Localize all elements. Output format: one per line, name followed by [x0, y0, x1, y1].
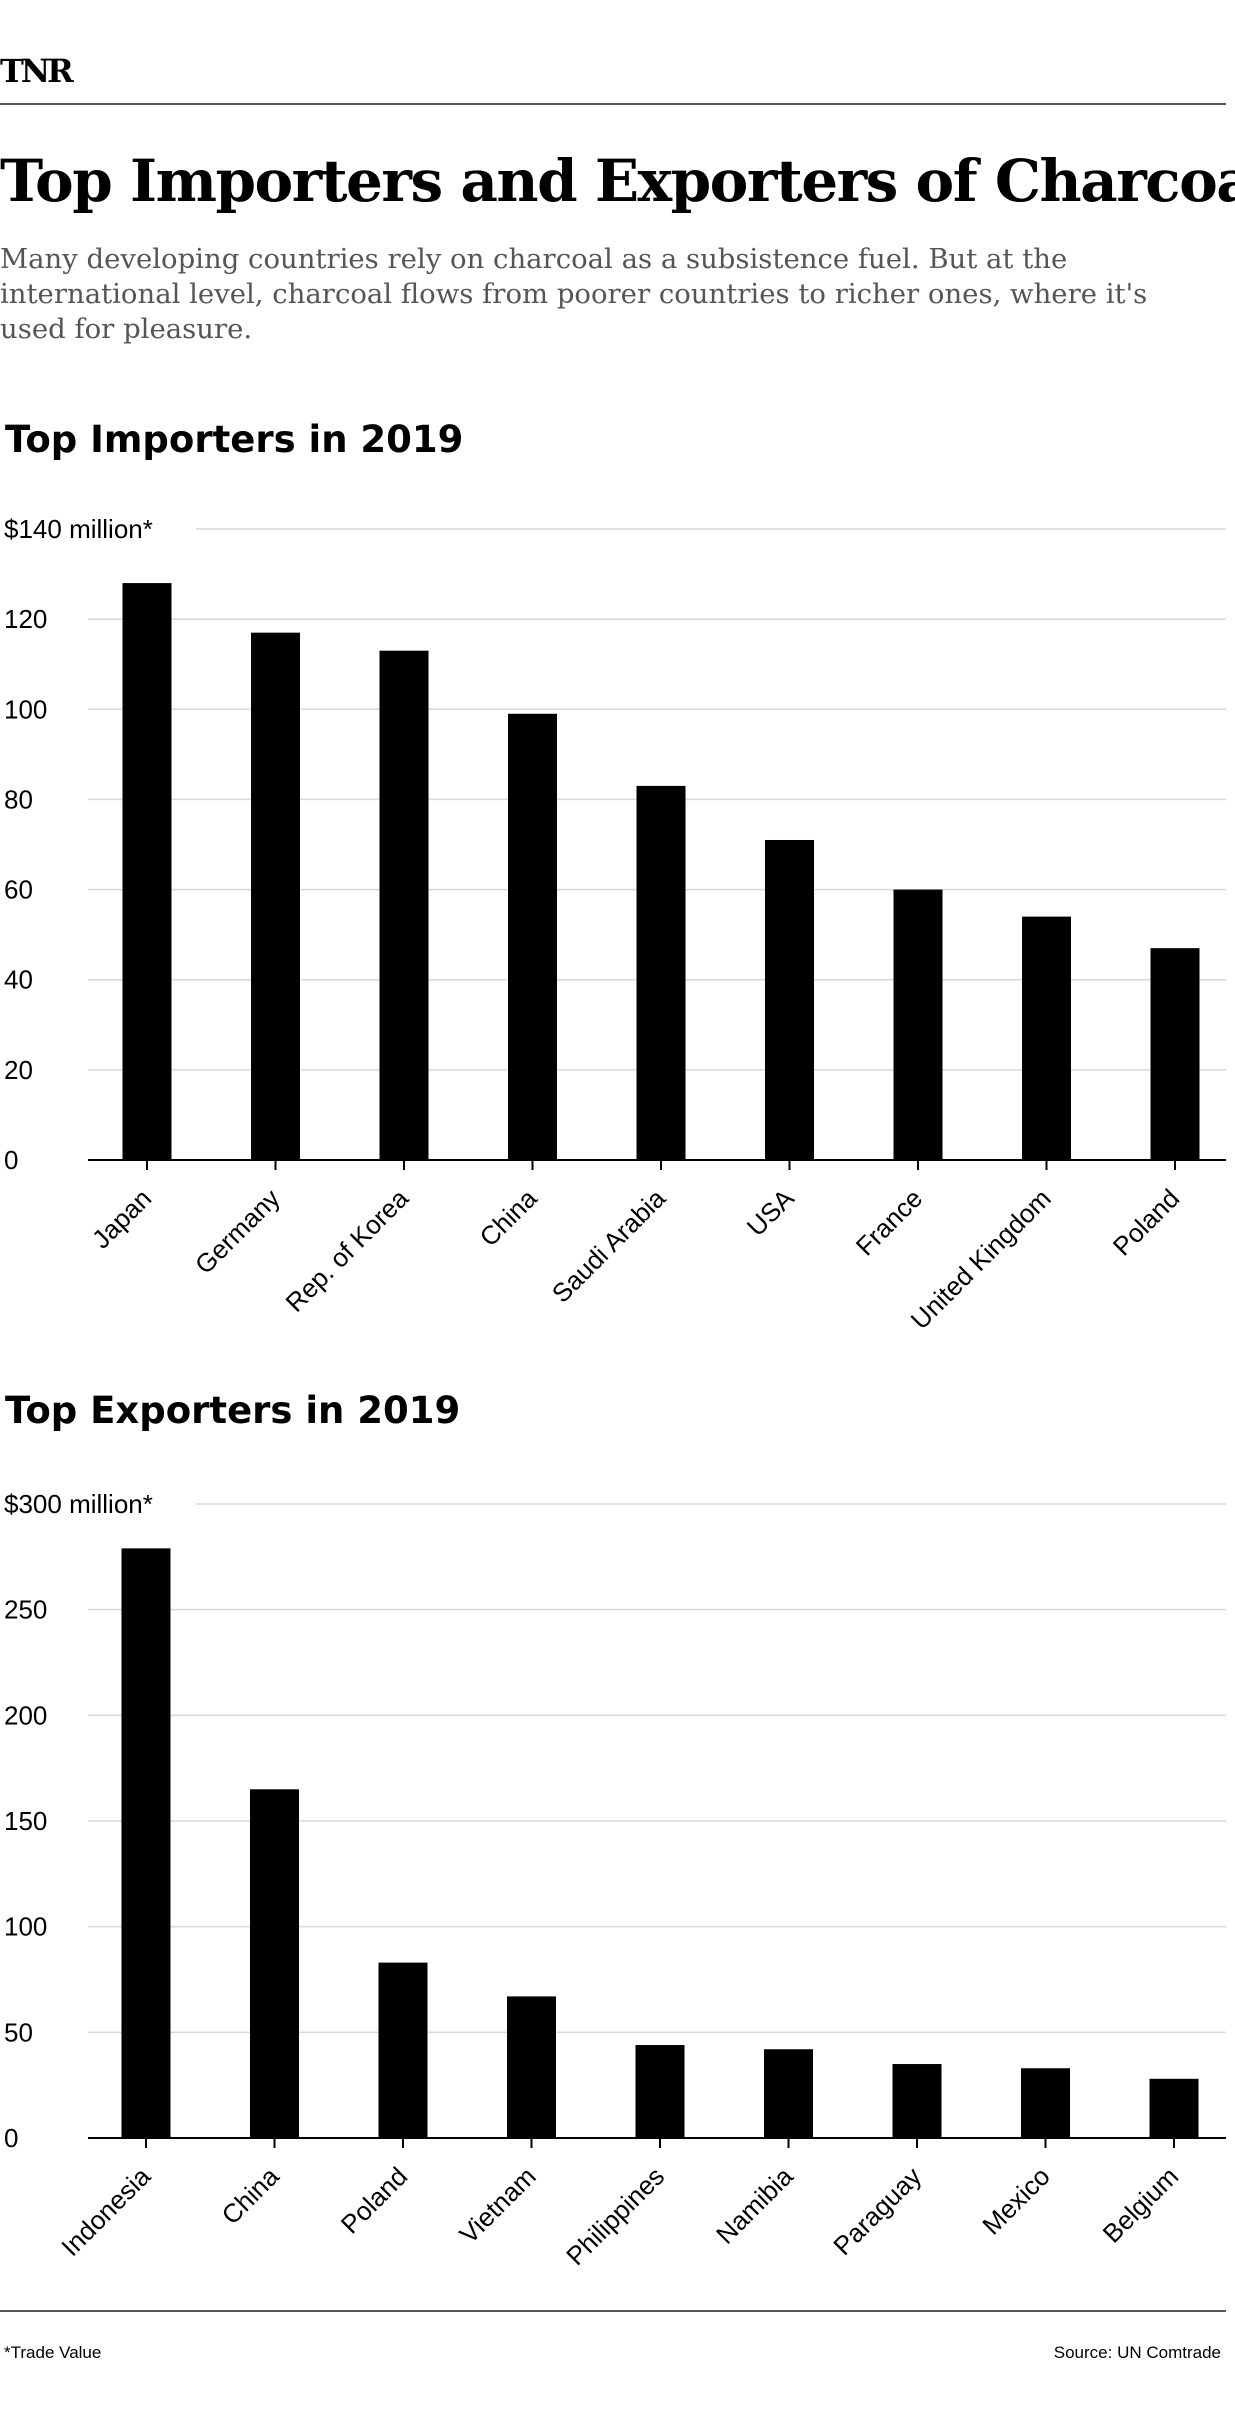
bottom-divider: [0, 2310, 1226, 2312]
importers-bar-chart: 0 20 40 60 80 100 120 $140 million* Japan Germany…: [4, 514, 1226, 1335]
x-tick-label: Rep. of Korea: [280, 1183, 415, 1318]
y-tick-label: 150: [4, 1806, 47, 1836]
x-tick-label: Poland: [1107, 1183, 1185, 1261]
page-subtitle: Many developing countries rely on charco…: [0, 243, 1148, 345]
top-divider: [0, 103, 1226, 105]
x-tick-label: Vietnam: [453, 2161, 541, 2249]
exporters-chart-title: Top Exporters in 2019: [5, 1389, 461, 1432]
bar-philippines: [635, 2045, 685, 2138]
x-tick-label: Poland: [335, 2161, 413, 2239]
y-tick-label: 250: [4, 1595, 47, 1625]
bar-saudi-arabia: [636, 785, 686, 1160]
bar-mexico: [1021, 2068, 1070, 2138]
bar-china: [508, 713, 557, 1160]
bar-belgium: [1149, 2078, 1199, 2138]
x-tick-label: Saudi Arabia: [546, 1183, 672, 1309]
x-tick-label: Japan: [86, 1183, 157, 1254]
bar-namibia: [764, 2049, 813, 2138]
y-tick-label: 120: [4, 604, 47, 634]
y-tick-label: 100: [4, 1912, 47, 1942]
bar-poland: [378, 1962, 428, 2138]
x-tick-label: USA: [741, 1183, 800, 1242]
x-tick-label: Indonesia: [55, 2161, 156, 2262]
x-tick-label: France: [850, 1183, 928, 1261]
y-tick-label: 200: [4, 1700, 47, 1730]
bar-germany: [251, 632, 300, 1160]
page-title: Top Importers and Exporters of Charcoal: [0, 147, 1235, 215]
x-tick-label: Belgium: [1097, 2161, 1185, 2249]
y-tick-label: $140 million*: [4, 514, 153, 544]
y-tick-label: 0: [4, 2123, 18, 2153]
bar-france: [893, 889, 943, 1160]
x-tick-label: Philippines: [560, 2161, 670, 2271]
bar-indonesia: [121, 1548, 171, 2138]
y-tick-label: 50: [4, 2017, 33, 2047]
bar-usa: [765, 839, 814, 1160]
importers-chart-title: Top Importers in 2019: [5, 418, 464, 461]
y-tick-label: 80: [4, 784, 33, 814]
y-tick-label: 40: [4, 965, 33, 995]
source-note: Source: UN Comtrade: [1053, 2343, 1221, 2362]
x-tick-label: Germany: [189, 1183, 286, 1280]
brand-logo: TNR: [0, 52, 74, 90]
bar-japan: [122, 583, 172, 1160]
y-tick-label: $300 million*: [4, 1489, 153, 1519]
x-tick-label: China: [215, 2161, 285, 2231]
y-tick-label: 60: [4, 875, 33, 905]
x-tick-label: Namibia: [710, 2161, 799, 2250]
x-tick-label: Mexico: [976, 2161, 1055, 2240]
bar-china: [250, 1789, 299, 2138]
bar-united-kingdom: [1022, 916, 1071, 1160]
bar-vietnam: [507, 1996, 556, 2138]
x-tick-label: United Kingdom: [905, 1183, 1057, 1335]
footnote: *Trade Value: [4, 2343, 102, 2362]
y-tick-label: 0: [4, 1145, 18, 1175]
y-tick-label: 20: [4, 1055, 33, 1085]
bar-paraguay: [892, 2064, 942, 2138]
x-tick-label: Paraguay: [827, 2161, 927, 2261]
bar-poland: [1150, 948, 1200, 1160]
bar-rep-of-korea: [379, 650, 429, 1160]
exporters-bar-chart: 0 50 100 150 200 250 $300 million* Indonesia Chi…: [4, 1489, 1226, 2271]
y-tick-label: 100: [4, 694, 47, 724]
x-tick-label: China: [473, 1183, 543, 1253]
